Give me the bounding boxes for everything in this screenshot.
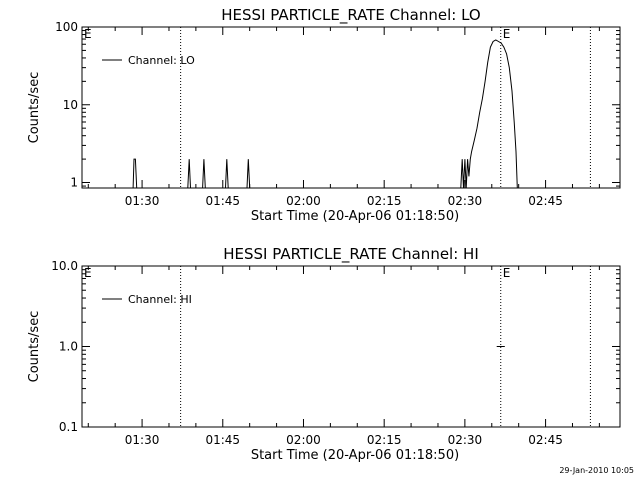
x-axis-label: Start Time (20-Apr-06 01:18:50) xyxy=(251,209,459,224)
x-tick-label: 01:30 xyxy=(125,433,160,447)
x-tick-label: 02:00 xyxy=(286,194,321,208)
event-marker-label: E xyxy=(503,27,511,41)
x-tick-label: 01:30 xyxy=(125,194,160,208)
x-axis-label: Start Time (20-Apr-06 01:18:50) xyxy=(251,448,459,463)
legend-label: Channel: HI xyxy=(128,293,192,306)
x-tick-label: 02:30 xyxy=(448,194,483,208)
chart-title: HESSI PARTICLE_RATE Channel: HI xyxy=(223,245,479,264)
y-axis-label: Counts/sec xyxy=(27,72,42,144)
x-tick-label: 02:15 xyxy=(367,194,402,208)
x-tick-label: 02:00 xyxy=(286,433,321,447)
y-axis-label: Counts/sec xyxy=(27,311,42,383)
y-tick-label: 10 xyxy=(63,98,78,112)
x-tick-label: 02:15 xyxy=(367,433,402,447)
series-line xyxy=(225,159,229,189)
legend-label: Channel: LO xyxy=(128,54,195,67)
x-tick-label: 02:45 xyxy=(528,194,563,208)
x-tick-label: 01:45 xyxy=(205,433,240,447)
footer-timestamp: 29-Jan-2010 10:05 xyxy=(559,466,634,475)
x-tick-label: 01:45 xyxy=(205,194,240,208)
x-tick-label: 02:30 xyxy=(448,433,483,447)
x-tick-label: 02:45 xyxy=(528,433,563,447)
y-tick-label: 1.0 xyxy=(59,340,78,354)
event-marker-label: E xyxy=(503,266,511,280)
series-line xyxy=(132,158,138,189)
y-tick-label: 10.0 xyxy=(51,259,78,273)
series-line xyxy=(187,159,191,189)
y-tick-label: 100 xyxy=(55,20,78,34)
y-tick-label: 1 xyxy=(70,176,78,190)
chart-title: HESSI PARTICLE_RATE Channel: LO xyxy=(221,6,480,25)
event-marker-label: E xyxy=(84,266,92,280)
series-line xyxy=(246,159,251,189)
plot-frame xyxy=(81,265,621,428)
series-line xyxy=(460,39,518,189)
y-tick-label: 0.1 xyxy=(59,420,78,434)
event-marker-label: E xyxy=(84,27,92,41)
plot-frame xyxy=(81,26,621,189)
series-line xyxy=(202,159,206,189)
